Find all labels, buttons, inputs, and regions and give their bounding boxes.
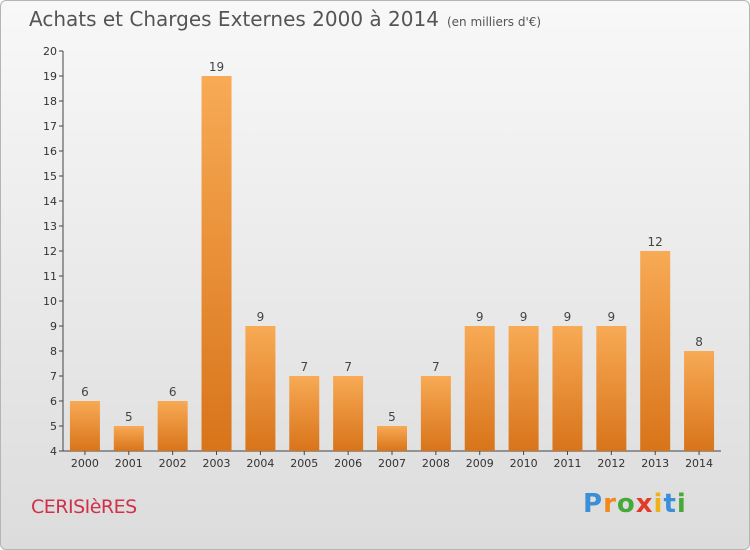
bar-value-label: 7 <box>432 360 440 374</box>
y-tick-label: 8 <box>50 345 57 358</box>
y-tick-label: 18 <box>43 95 57 108</box>
y-tick-label: 10 <box>43 295 57 308</box>
y-tick-label: 15 <box>43 170 57 183</box>
bar-value-label: 12 <box>648 235 663 249</box>
bar <box>289 376 320 451</box>
logo-letter: x <box>635 489 654 519</box>
x-tick-label: 2005 <box>290 457 318 470</box>
x-tick-label: 2003 <box>203 457 231 470</box>
x-tick-label: 2011 <box>553 457 581 470</box>
x-tick-label: 2012 <box>597 457 625 470</box>
logo-letter: P <box>583 489 604 519</box>
y-tick-label: 4 <box>50 445 57 458</box>
logo-letter: t <box>663 489 677 519</box>
chart-subtitle: (en milliers d'€) <box>446 15 542 29</box>
bar-value-label: 5 <box>388 410 396 424</box>
bar-value-label: 9 <box>257 310 265 324</box>
bar <box>245 326 276 451</box>
logo-letter: r <box>603 489 617 519</box>
bar-value-label: 9 <box>564 310 572 324</box>
bar <box>684 351 715 451</box>
y-tick-label: 14 <box>43 195 57 208</box>
y-tick-label: 9 <box>50 320 57 333</box>
bar-value-label: 9 <box>608 310 616 324</box>
logo-letter: o <box>616 489 636 519</box>
bar <box>552 326 583 451</box>
x-tick-label: 2001 <box>115 457 143 470</box>
logo-letter: i <box>653 489 664 519</box>
x-tick-label: 2010 <box>510 457 538 470</box>
bar-value-label: 19 <box>209 60 224 74</box>
x-tick-label: 2000 <box>71 457 99 470</box>
y-tick-label: 5 <box>50 420 57 433</box>
y-tick-label: 7 <box>50 370 57 383</box>
bar <box>464 326 495 451</box>
bar <box>377 426 407 451</box>
logo-letter: i <box>676 489 687 519</box>
bar-value-label: 7 <box>300 360 308 374</box>
bar-value-label: 6 <box>169 385 177 399</box>
bar-value-label: 8 <box>695 335 703 349</box>
x-tick-label: 2004 <box>246 457 274 470</box>
bar-value-label: 6 <box>81 385 89 399</box>
x-tick-label: 2009 <box>466 457 494 470</box>
place-name: CERISIèRES <box>31 496 137 518</box>
y-tick-label: 17 <box>43 120 57 133</box>
chart-title-text: Achats et Charges Externes 2000 à 2014 <box>29 7 439 31</box>
bar <box>420 376 451 451</box>
y-tick-label: 20 <box>43 45 57 58</box>
bar-value-label: 9 <box>476 310 484 324</box>
chart-title: Achats et Charges Externes 2000 à 2014 (e… <box>29 7 541 31</box>
y-tick-label: 16 <box>43 145 57 158</box>
x-tick-label: 2006 <box>334 457 362 470</box>
bar <box>508 326 539 451</box>
bar <box>157 401 188 451</box>
x-tick-label: 2007 <box>378 457 406 470</box>
bar-value-label: 7 <box>344 360 352 374</box>
x-tick-label: 2002 <box>159 457 187 470</box>
x-tick-label: 2013 <box>641 457 669 470</box>
x-tick-label: 2014 <box>685 457 713 470</box>
bar <box>333 376 364 451</box>
proxiti-logo: Proxiti <box>583 489 687 519</box>
y-tick-label: 11 <box>43 270 57 283</box>
y-tick-label: 13 <box>43 220 57 233</box>
y-tick-label: 6 <box>50 395 57 408</box>
bar <box>113 426 144 451</box>
bar-value-label: 5 <box>125 410 133 424</box>
bar <box>69 401 100 451</box>
bar <box>640 251 671 451</box>
bar <box>596 326 627 451</box>
y-tick-label: 12 <box>43 245 57 258</box>
x-tick-label: 2008 <box>422 457 450 470</box>
bar-value-label: 9 <box>520 310 528 324</box>
bar <box>201 76 232 451</box>
y-tick-label: 19 <box>43 70 57 83</box>
